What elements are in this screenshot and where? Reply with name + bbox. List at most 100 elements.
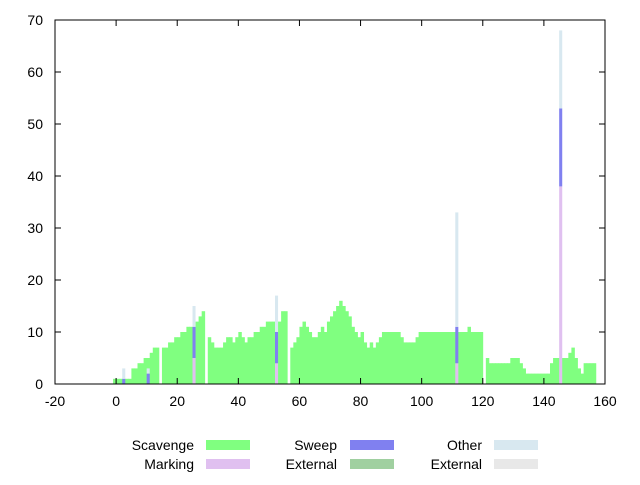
scavenge-bar: [229, 337, 233, 384]
scavenge-bar: [449, 332, 453, 384]
scavenge-bar: [430, 332, 435, 384]
scavenge-bar: [174, 337, 178, 384]
scavenge-bar: [403, 342, 407, 384]
scavenge-bar: [354, 332, 358, 384]
scavenge-bar: [495, 363, 499, 384]
scavenge-bar: [302, 321, 306, 384]
x-tick-label: 140: [532, 393, 556, 409]
sweep-bar: [559, 108, 563, 187]
scavenge-bar: [223, 342, 227, 384]
scavenge-bar: [244, 342, 248, 384]
marking-bar: [559, 186, 563, 384]
scavenge-bar: [268, 321, 273, 384]
scavenge-bar: [311, 337, 316, 384]
scavenge-bar: [134, 368, 138, 384]
scavenge-bar: [165, 347, 169, 384]
scavenge-bar: [537, 373, 542, 384]
scavenge-bar: [589, 363, 594, 384]
scavenge-bar: [574, 358, 578, 384]
scavenge-bar: [259, 326, 264, 384]
scavenge-bar: [119, 378, 123, 384]
scavenge-bar: [336, 306, 340, 384]
scavenge-bar: [501, 363, 505, 384]
legend-swatch: [350, 440, 394, 450]
scavenge-bar: [418, 332, 423, 384]
scavenge-bar: [381, 332, 386, 384]
scavenge-bar: [378, 337, 383, 384]
scavenge-bar: [113, 378, 117, 384]
scavenge-bar: [424, 332, 429, 384]
scavenge-bar: [314, 337, 319, 384]
scavenge-bar: [513, 358, 517, 384]
scavenge-bar: [427, 332, 432, 384]
scavenge-bar: [143, 358, 148, 384]
scavenge-bar: [293, 342, 297, 384]
scavenge-bar: [372, 347, 377, 384]
scavenge-bar: [458, 332, 462, 384]
y-tick-label: 20: [27, 272, 43, 288]
marking-bar: [455, 363, 459, 384]
scavenge-bar: [412, 342, 416, 384]
scavenge-bar: [568, 352, 572, 384]
scavenge-bar: [473, 332, 478, 384]
legend-swatch: [494, 440, 538, 450]
scavenge-bar: [504, 363, 508, 384]
x-tick-label: 100: [410, 393, 434, 409]
scavenge-bar: [296, 337, 300, 384]
scavenge-bar: [516, 358, 520, 384]
x-tick-label: 160: [593, 393, 617, 409]
scavenge-bar: [510, 358, 514, 384]
scavenge-bar: [290, 347, 294, 384]
scavenge-bar: [155, 347, 160, 384]
scavenge-bar: [195, 321, 200, 384]
sweep-bar: [146, 373, 150, 384]
scavenge-bar: [281, 311, 285, 384]
scavenge-bar: [388, 332, 392, 384]
scavenge-bar: [284, 311, 288, 384]
scavenge-bar: [583, 363, 588, 384]
legend-label: External: [431, 456, 482, 472]
scavenge-bar: [235, 337, 239, 384]
scavenge-bar: [247, 337, 251, 384]
scavenge-bar: [180, 332, 184, 384]
scavenge-bar: [433, 332, 438, 384]
y-tick-label: 70: [27, 12, 43, 28]
scavenge-bar: [467, 326, 471, 384]
scavenge-bar: [152, 347, 157, 384]
legend-label: Marking: [144, 456, 194, 472]
scavenge-bar: [394, 332, 398, 384]
scavenge-bar: [149, 352, 154, 384]
scavenge-bar: [446, 332, 450, 384]
scavenge-bar: [397, 332, 401, 384]
scavenge-bar: [528, 373, 533, 384]
scavenge-bar: [592, 363, 597, 384]
scavenge-bar: [440, 332, 444, 384]
scavenge-bar: [262, 326, 267, 384]
sweep-bar: [122, 378, 126, 384]
scavenge-bar: [553, 358, 557, 384]
scavenge-bar: [125, 378, 129, 384]
scavenge-bar: [137, 363, 141, 384]
scavenge-bar: [198, 316, 203, 384]
scavenge-bar: [323, 332, 328, 384]
scavenge-bar: [491, 363, 496, 384]
scavenge-bar: [232, 342, 236, 384]
scavenge-bar: [128, 378, 132, 384]
legend-swatch: [206, 459, 250, 469]
scavenge-bar: [271, 321, 276, 384]
scavenge-bar: [436, 332, 441, 384]
scavenge-bar: [168, 342, 172, 384]
sweep-bar: [455, 326, 459, 364]
scavenge-bar: [522, 368, 526, 384]
legend-label: External: [286, 456, 337, 472]
scavenge-bar: [357, 337, 361, 384]
scavenge-bar: [580, 373, 585, 384]
y-tick-label: 30: [27, 220, 43, 236]
scavenge-bar: [409, 342, 413, 384]
scavenge-bar: [531, 373, 536, 384]
scavenge-bar: [562, 358, 566, 384]
scavenge-bar: [546, 373, 551, 384]
y-tick-label: 10: [27, 324, 43, 340]
